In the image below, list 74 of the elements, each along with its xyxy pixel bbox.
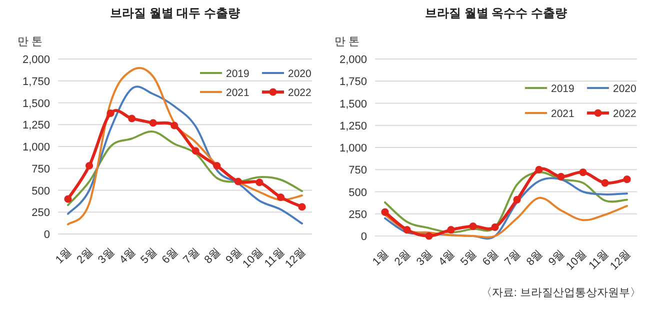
text: 〈자료: 브라질산업통상자원부〉 [480,287,641,299]
legend-label: 2019 [226,68,250,80]
x-tick-label: 9월 [546,248,568,268]
y-tick-label: 1,000 [22,142,50,154]
y-tick-label: 0 [360,231,367,243]
point [149,119,157,127]
point [213,162,221,170]
y-tick-label: 1,750 [22,76,50,88]
x-tick-label: 3월 [414,248,436,268]
y-tick-label: 250 [32,207,50,220]
legend-label: 2021 [226,87,250,99]
x-tick-label: 7월 [181,246,202,266]
chart-title: 브라질 월별 대두 수출량 [110,6,240,20]
y-tick-label: 1,750 [339,76,367,88]
point [403,226,411,234]
y-tick-label: 2,000 [339,54,367,66]
y-tick-label: 1,500 [339,98,367,110]
point [276,193,285,202]
y-tick-label: 500 [32,185,50,198]
point [469,222,477,230]
y-tick-label: 1,000 [339,142,367,154]
y-tick-label: 500 [348,186,367,199]
y-tick-label: 1,250 [339,120,367,132]
legend-label: 2021 [551,108,575,120]
point [298,203,306,211]
y-tick-label: 250 [348,208,367,221]
point [192,147,200,155]
x-tick-label: 8월 [202,246,224,266]
point [381,208,389,216]
legend-label: 2022 [288,87,312,99]
x-tick-label: 3월 [96,246,117,266]
x-tick-label: 7월 [502,248,524,268]
legend-label: 2020 [613,83,637,95]
y-axis-title: 만 톤 [17,36,43,48]
x-tick-label: 2월 [392,248,414,268]
point [106,109,114,118]
y-tick-label: 1,500 [22,98,50,110]
y-axis-title: 만 톤 [334,36,360,48]
x-tick-label: 5월 [138,246,160,266]
x-tick-label: 9월 [224,246,244,266]
point [513,196,521,204]
point [447,226,455,234]
x-tick-label: 5월 [458,248,480,268]
point [535,166,543,174]
x-tick-label: 6월 [480,248,502,268]
x-tick-label: 4월 [117,246,138,266]
x-tick-label: 4월 [436,248,458,268]
line-series [67,130,303,206]
y-tick-label: 1,250 [22,120,50,132]
point [170,122,178,130]
point [64,195,72,203]
x-tick-label: 6월 [160,246,180,266]
chart-title: 브라질 월별 옥수수 수출량 [424,6,568,20]
x-tick-label: 1월 [370,248,392,268]
legend-label: 2022 [613,108,637,120]
point [234,178,242,186]
legend-label: 2020 [288,68,312,80]
point [256,178,264,186]
point [85,162,94,170]
y-tick-label: 2,000 [22,54,50,66]
y-tick-label: 750 [32,163,50,176]
point [601,179,609,187]
point [425,232,433,240]
point [623,176,631,184]
point [579,168,587,176]
y-tick-label: 750 [348,164,367,177]
legend-label: 2019 [551,83,575,95]
point [557,172,565,181]
y-tick-label: 0 [44,229,50,241]
point [491,223,499,231]
x-tick-label: 2월 [74,246,96,266]
point [128,114,136,122]
x-tick-label: 8월 [524,248,546,268]
x-tick-label: 1월 [54,246,74,266]
